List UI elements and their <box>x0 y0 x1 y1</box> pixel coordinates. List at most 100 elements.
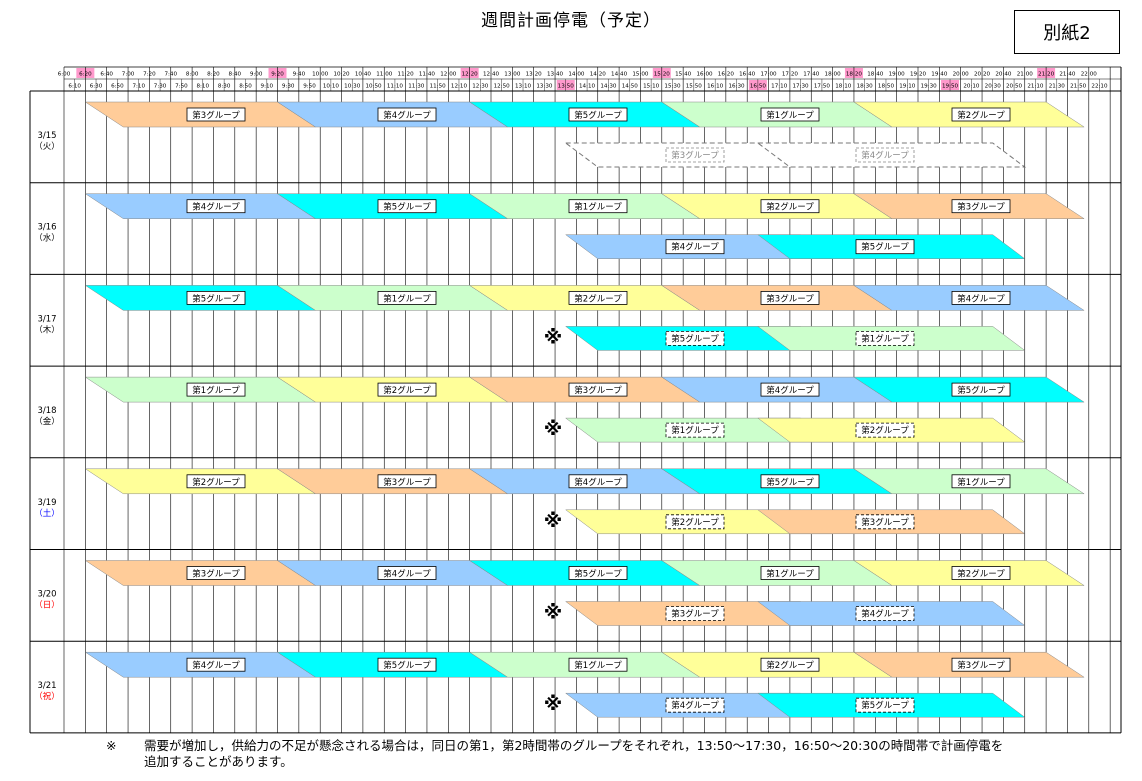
note-mark: ※ <box>544 693 562 715</box>
group-label: 第2グループ <box>957 110 1005 121</box>
extra-group-label-box <box>855 606 915 621</box>
group-label-box <box>186 107 246 122</box>
time-label-bottom: 12:30 <box>472 84 489 90</box>
group-label-box <box>377 382 437 397</box>
group-label: 第4グループ <box>574 477 622 488</box>
group-label-box <box>760 657 820 672</box>
time-label-bottom: 19:50 <box>942 84 959 90</box>
time-label-bottom: 8:30 <box>218 84 231 90</box>
group-label: 第3グループ <box>957 660 1005 671</box>
time-label-bottom: 14:30 <box>600 84 617 90</box>
group-label-box <box>760 566 820 580</box>
group-label-box <box>951 566 1011 580</box>
time-label-bottom: 15:30 <box>664 84 681 90</box>
time-label-bottom: 7:50 <box>175 84 188 90</box>
day-date: 3/20 <box>37 590 56 600</box>
group-label: 第2グループ <box>766 660 814 671</box>
group-label-box <box>568 107 628 122</box>
footnote-mark: ※ <box>106 738 117 753</box>
extra-group-label-box <box>665 697 725 713</box>
group-label-box <box>951 107 1011 122</box>
extra-group-label: 第4グループ <box>861 609 909 620</box>
time-label-bottom: 6:10 <box>68 84 81 90</box>
group-label: 第5グループ <box>574 110 622 121</box>
group-label-box <box>377 107 437 122</box>
group-label: 第5グループ <box>957 385 1005 396</box>
extra-group-label-box <box>665 330 725 346</box>
extra-group-label: 第2グループ <box>861 425 909 436</box>
time-label-bottom: 17:50 <box>814 84 831 90</box>
group-label: 第3グループ <box>574 385 622 396</box>
group-label-box <box>186 290 246 305</box>
time-label-bottom: 13:10 <box>515 84 532 90</box>
group-label: 第4グループ <box>383 569 431 580</box>
group-label-box <box>760 474 820 489</box>
note-mark: ※ <box>544 326 562 348</box>
time-label-bottom: 9:10 <box>261 84 274 90</box>
footnote-line-2: 追加することがあります。 <box>144 754 293 769</box>
time-label-bottom: 20:30 <box>985 84 1002 90</box>
time-label-bottom: 12:10 <box>451 84 468 90</box>
group-label-box <box>568 657 628 672</box>
time-label-bottom: 7:10 <box>132 84 145 90</box>
day-weekday: （木） <box>34 324 60 335</box>
group-label-box <box>568 566 628 580</box>
group-label-box <box>377 290 437 305</box>
group-label: 第1グループ <box>766 110 814 121</box>
group-label: 第2グループ <box>766 202 814 213</box>
group-label: 第1グループ <box>574 202 622 213</box>
day-weekday: （火） <box>34 141 60 152</box>
time-label-bottom: 11:10 <box>387 84 404 90</box>
group-label: 第5グループ <box>192 293 240 304</box>
time-label-bottom: 15:50 <box>686 84 703 90</box>
day-weekday: （祝） <box>34 691 60 702</box>
group-label: 第2グループ <box>383 385 431 396</box>
page-title: 週間計画停電（予定） <box>481 11 661 31</box>
time-label-bottom: 14:10 <box>579 84 596 90</box>
extra-group-label: 第3グループ <box>671 150 719 161</box>
group-label-box <box>760 107 820 122</box>
time-label-bottom: 6:50 <box>111 84 124 90</box>
group-label-box <box>186 199 246 214</box>
extra-group-label: 第5グループ <box>671 333 719 344</box>
note-mark: ※ <box>544 602 562 624</box>
group-label: 第3グループ <box>192 569 240 580</box>
group-label-box <box>186 566 246 580</box>
group-label-box <box>568 290 628 305</box>
note-mark: ※ <box>544 510 562 532</box>
group-label-box <box>760 382 820 397</box>
group-label-box <box>377 566 437 580</box>
group-label-box <box>951 657 1011 672</box>
extra-group-label-box <box>855 239 915 255</box>
extra-group-label: 第5グループ <box>861 700 909 711</box>
group-label-box <box>951 474 1011 489</box>
extra-group-label: 第4グループ <box>671 700 719 711</box>
time-label-bottom: 16:50 <box>750 84 767 90</box>
group-label: 第4グループ <box>766 385 814 396</box>
time-label-bottom: 10:50 <box>366 84 383 90</box>
time-label-bottom: 9:50 <box>303 84 316 90</box>
extra-group-label-box <box>855 330 915 346</box>
time-label-bottom: 16:30 <box>728 84 745 90</box>
time-label-bottom: 18:10 <box>835 84 852 90</box>
extra-group-label-box <box>665 147 725 163</box>
extra-group-label: 第4グループ <box>861 150 909 161</box>
footnote-line-1: 需要が増加し，供給力の不足が懸念される場合は，同日の第1，第2時間帯のグループを… <box>144 738 1004 753</box>
time-label-bottom: 17:10 <box>771 84 788 90</box>
group-label-box <box>186 474 246 489</box>
attachment-label: 別紙2 <box>1014 10 1120 54</box>
extra-group-label: 第4グループ <box>671 242 719 253</box>
time-label-bottom: 10:30 <box>344 84 361 90</box>
time-label-bottom: 18:50 <box>878 84 895 90</box>
time-label-bottom: 21:10 <box>1027 84 1044 90</box>
group-label: 第5グループ <box>766 477 814 488</box>
group-label-box <box>186 657 246 672</box>
time-label-bottom: 20:50 <box>1006 84 1023 90</box>
extra-group-label-box <box>855 697 915 713</box>
group-label-box <box>760 199 820 214</box>
time-label-bottom: 13:50 <box>558 84 575 90</box>
time-label-bottom: 21:30 <box>1049 84 1066 90</box>
time-label-bottom: 8:50 <box>239 84 252 90</box>
group-label-box <box>377 199 437 214</box>
time-label-bottom: 9:30 <box>282 84 295 90</box>
